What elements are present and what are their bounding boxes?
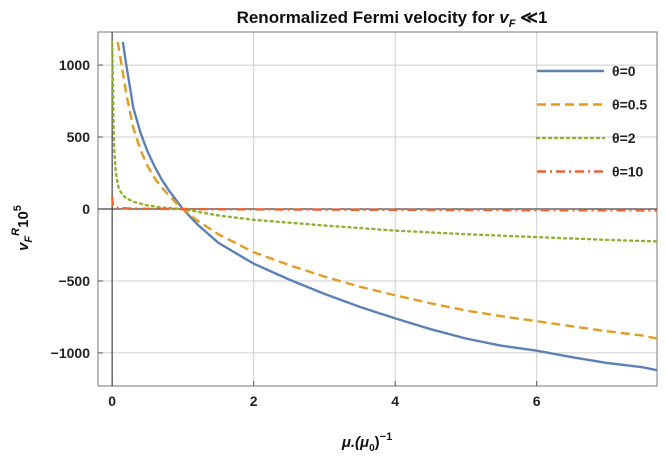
- series-line-0: [121, 41, 657, 372]
- y-tick-label: −1000: [51, 345, 91, 361]
- grid-lines: [98, 32, 657, 386]
- series-line-1: [116, 41, 657, 340]
- y-axis-label: vFR105: [10, 205, 35, 251]
- x-axis-label: μ.(μ0)−1: [341, 431, 392, 454]
- y-tick-label: 1000: [59, 57, 90, 73]
- y-tick-label: 500: [67, 129, 91, 145]
- legend-label-3: θ=10: [612, 164, 644, 180]
- legend-label-2: θ=2: [612, 130, 636, 146]
- tick-labels: 0 2 4 6 −1000 −500 0 500 1000: [51, 57, 541, 409]
- x-tick-label: 0: [108, 393, 116, 409]
- data-series: [111, 40, 657, 372]
- y-tick-label: −500: [58, 273, 90, 289]
- legend-label-0: θ=0: [612, 63, 636, 79]
- x-tick-label: 2: [250, 393, 258, 409]
- series-line-3: [111, 196, 657, 212]
- x-tick-label: 6: [533, 393, 541, 409]
- x-tick-label: 4: [391, 393, 399, 409]
- chart-title: Renormalized Fermi velocity for vF ≪1: [237, 8, 548, 30]
- y-tick-label: 0: [82, 201, 90, 217]
- legend: θ=0 θ=0.5 θ=2 θ=10: [535, 63, 647, 180]
- series-line-2: [111, 40, 657, 243]
- legend-label-1: θ=0.5: [612, 97, 647, 113]
